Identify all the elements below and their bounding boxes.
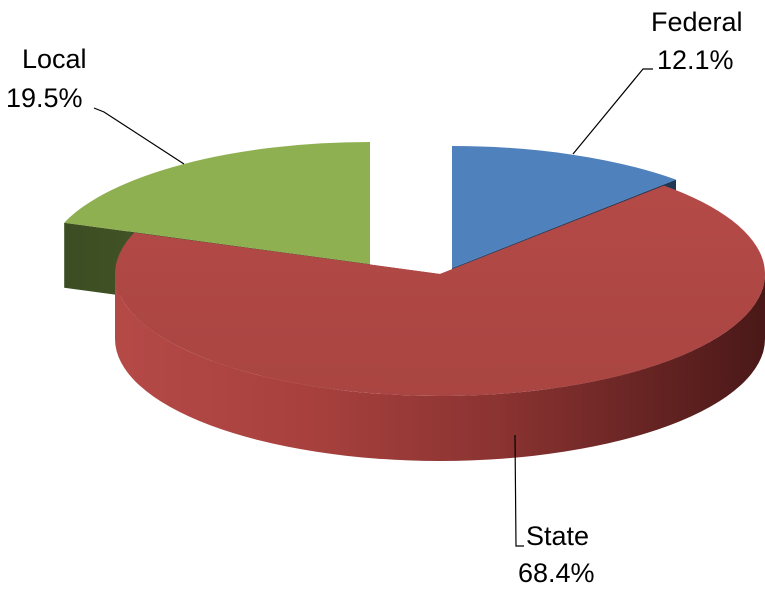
leader-state: [514, 434, 524, 547]
label-federal-value: 12.1%: [657, 45, 734, 75]
slice-state: [115, 185, 765, 396]
leader-lines: [93, 68, 653, 547]
slice-tops: [64, 142, 765, 396]
slice-local: [64, 142, 370, 264]
label-federal-name: Federal: [651, 7, 743, 37]
label-state-name: State: [526, 521, 590, 551]
label-local-value: 19.5%: [6, 83, 83, 113]
label-state-value: 68.4%: [518, 558, 595, 588]
slice-federal: [452, 146, 676, 268]
leader-federal: [572, 68, 653, 155]
leader-local: [93, 107, 185, 165]
label-local-name: Local: [22, 44, 87, 74]
slice-rim-state: [115, 274, 765, 461]
